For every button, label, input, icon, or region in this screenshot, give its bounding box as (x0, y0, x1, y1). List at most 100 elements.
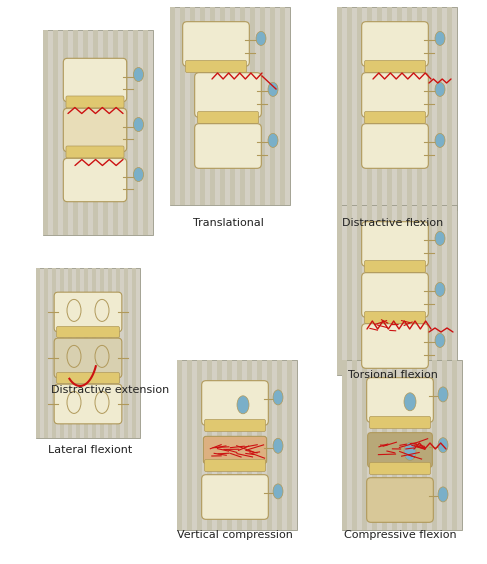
Bar (36, 268, 140, 438)
Bar (240, 7, 245, 205)
FancyBboxPatch shape (195, 124, 262, 168)
Bar (362, 360, 367, 530)
Ellipse shape (438, 438, 448, 453)
Bar (417, 205, 422, 375)
Bar (220, 7, 225, 205)
Bar (337, 205, 457, 375)
Bar (190, 7, 195, 205)
Ellipse shape (435, 231, 445, 245)
Ellipse shape (268, 82, 278, 96)
Text: Translational: Translational (192, 218, 263, 228)
Ellipse shape (273, 438, 283, 453)
Ellipse shape (435, 32, 445, 45)
FancyBboxPatch shape (370, 462, 431, 474)
Bar (52, 268, 56, 438)
Bar (342, 360, 462, 530)
Bar (93, 30, 98, 235)
Text: Distractive flexion: Distractive flexion (342, 218, 444, 228)
Bar (132, 268, 136, 438)
Bar (237, 360, 242, 530)
Bar (432, 360, 437, 530)
Bar (387, 7, 392, 210)
Bar (372, 360, 377, 530)
FancyBboxPatch shape (54, 384, 122, 424)
Ellipse shape (404, 393, 416, 411)
Bar (170, 7, 290, 205)
FancyBboxPatch shape (364, 112, 426, 124)
FancyBboxPatch shape (66, 96, 124, 108)
Text: Distractive extension: Distractive extension (51, 385, 169, 395)
Bar (43, 30, 48, 235)
Bar (270, 7, 275, 205)
Bar (427, 205, 432, 375)
Bar (337, 7, 457, 210)
Bar (68, 268, 72, 438)
Ellipse shape (435, 82, 445, 96)
Bar (84, 268, 88, 438)
Bar (367, 205, 372, 375)
Ellipse shape (256, 32, 266, 45)
FancyBboxPatch shape (364, 60, 426, 73)
Bar (337, 205, 342, 375)
Ellipse shape (435, 134, 445, 147)
Ellipse shape (273, 484, 283, 499)
Ellipse shape (133, 68, 144, 82)
Text: Vertical compression: Vertical compression (177, 530, 293, 540)
Bar (103, 30, 108, 235)
Bar (447, 7, 452, 210)
FancyBboxPatch shape (198, 112, 259, 124)
Bar (133, 30, 138, 235)
Bar (267, 360, 272, 530)
FancyBboxPatch shape (367, 478, 433, 522)
Bar (427, 7, 432, 210)
FancyBboxPatch shape (186, 60, 246, 73)
Bar (287, 360, 292, 530)
Bar (177, 360, 182, 530)
Bar (100, 268, 104, 438)
FancyBboxPatch shape (367, 378, 433, 422)
FancyBboxPatch shape (364, 261, 426, 272)
Bar (247, 360, 252, 530)
Bar (230, 7, 235, 205)
FancyBboxPatch shape (54, 338, 122, 378)
Ellipse shape (133, 117, 144, 131)
Bar (452, 360, 457, 530)
Bar (227, 360, 232, 530)
Bar (108, 268, 112, 438)
FancyBboxPatch shape (362, 272, 429, 318)
Ellipse shape (133, 168, 144, 182)
Ellipse shape (237, 396, 249, 414)
FancyBboxPatch shape (56, 327, 119, 337)
Text: Torsional flexion: Torsional flexion (348, 370, 438, 380)
Bar (60, 268, 64, 438)
Bar (422, 360, 427, 530)
Bar (73, 30, 78, 235)
Bar (397, 205, 402, 375)
Bar (92, 268, 96, 438)
Bar (177, 360, 297, 530)
FancyBboxPatch shape (362, 73, 429, 117)
Ellipse shape (268, 134, 278, 147)
Bar (407, 205, 412, 375)
FancyBboxPatch shape (205, 460, 265, 472)
Bar (43, 30, 153, 235)
Ellipse shape (435, 333, 445, 347)
Bar (277, 360, 282, 530)
FancyBboxPatch shape (370, 416, 431, 429)
Bar (257, 360, 262, 530)
Bar (113, 30, 118, 235)
Bar (44, 268, 48, 438)
Bar (83, 30, 88, 235)
Ellipse shape (438, 387, 448, 402)
Bar (357, 7, 362, 210)
Bar (377, 7, 382, 210)
Bar (337, 7, 342, 210)
Bar (143, 30, 148, 235)
FancyBboxPatch shape (205, 420, 265, 431)
Ellipse shape (435, 283, 445, 297)
FancyBboxPatch shape (63, 58, 127, 102)
Bar (437, 205, 442, 375)
FancyBboxPatch shape (66, 146, 124, 158)
Bar (367, 7, 372, 210)
Bar (200, 7, 205, 205)
